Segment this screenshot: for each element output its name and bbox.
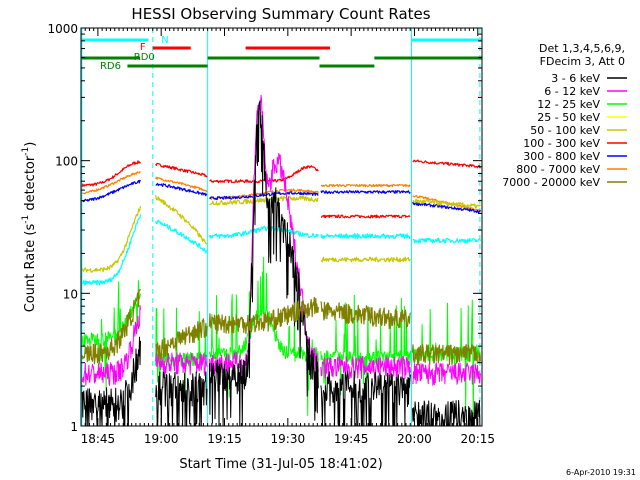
series-line-100-300kev [81,159,481,219]
footer-timestamp: 6-Apr-2010 19:31 [566,468,636,477]
series-line-50-100kev [81,195,481,273]
flag-label: N [161,35,168,46]
flag-label: RD6 [100,61,121,72]
plot-frame [80,27,483,427]
x-tick-label: 19:00 [144,432,179,446]
legend-header-line: Det 1,3,4,5,6,9, [539,42,625,55]
legend-entry-label: 7000 - 20000 keV [502,176,600,189]
legend-entry-label: 50 - 100 keV [530,124,600,137]
chart-title: HESSI Observing Summary Count Rates [131,5,430,23]
x-tick-label: 19:15 [207,432,242,446]
x-axis: 18:45 19:00 19:15 19:30 19:45 20:00 20:15 [81,28,495,446]
y-tick-label: 100 [55,155,78,169]
legend-entry-label: 12 - 25 keV [537,98,600,111]
x-tick-label: 19:45 [334,432,369,446]
legend: Det 1,3,4,5,6,9,FDecim 3, Att 0 3 - 6 keV… [502,42,627,189]
y-axis-label: Count Rate (s-1 detector-1) [21,142,38,313]
y-axis: 1 10 100 1000 [47,22,482,434]
x-tick-label: 20:15 [460,432,495,446]
series-line-6-12kev [81,94,481,386]
legend-entry-label: 300 - 800 keV [523,150,600,163]
y-tick-label: 1000 [47,22,78,36]
x-axis-label: Start Time (31-Jul-05 18:41:02) [179,457,382,472]
legend-entry-label: 3 - 6 keV [551,72,600,85]
legend-entry-label: 25 - 50 keV [537,111,600,124]
series-line-7000-20000kev [81,288,481,366]
legend-header-line: FDecim 3, Att 0 [540,55,625,68]
series-line-800-7000kev [81,171,482,213]
x-tick-label: 20:00 [397,432,432,446]
flag-label: RD0 [134,52,155,63]
y-tick-label: 1 [70,420,78,434]
x-tick-label: 18:45 [81,432,116,446]
legend-entry-label: 6 - 12 keV [544,85,600,98]
y-tick-label: 10 [63,287,78,301]
series-line-12-25kev [81,256,481,417]
flag-label: F [140,42,146,53]
x-tick-label: 19:30 [271,432,306,446]
series-line-300-800kev [82,179,481,214]
series-line-3-6kev [81,101,481,427]
series-line-25-50kev [82,214,482,286]
legend-entry-label: 800 - 7000 keV [516,163,600,176]
legend-entry-label: 100 - 300 keV [523,137,600,150]
